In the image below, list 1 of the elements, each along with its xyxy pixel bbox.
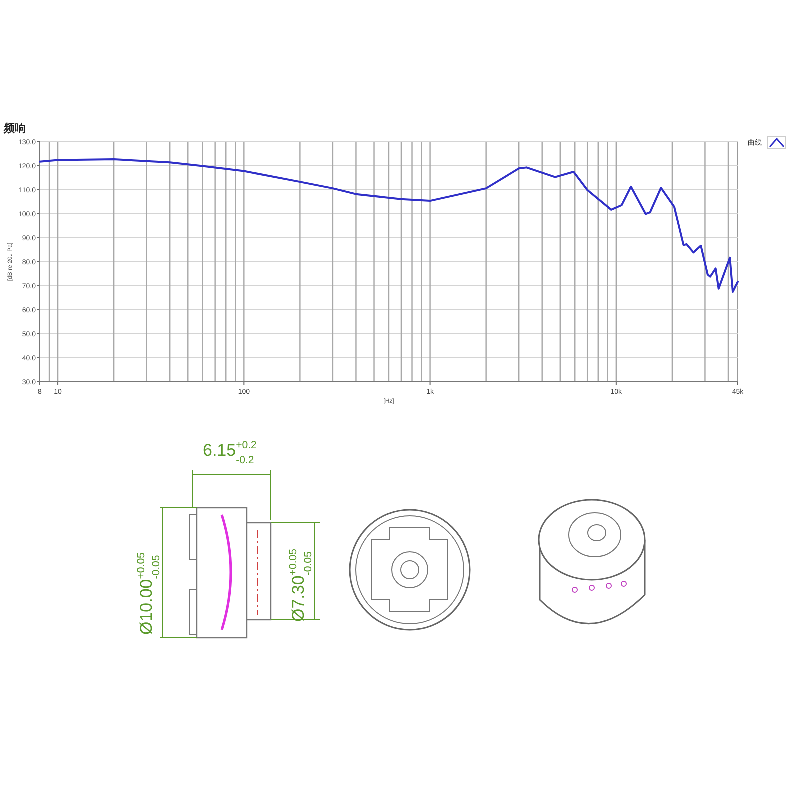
- chart-title: 频响: [3, 122, 26, 135]
